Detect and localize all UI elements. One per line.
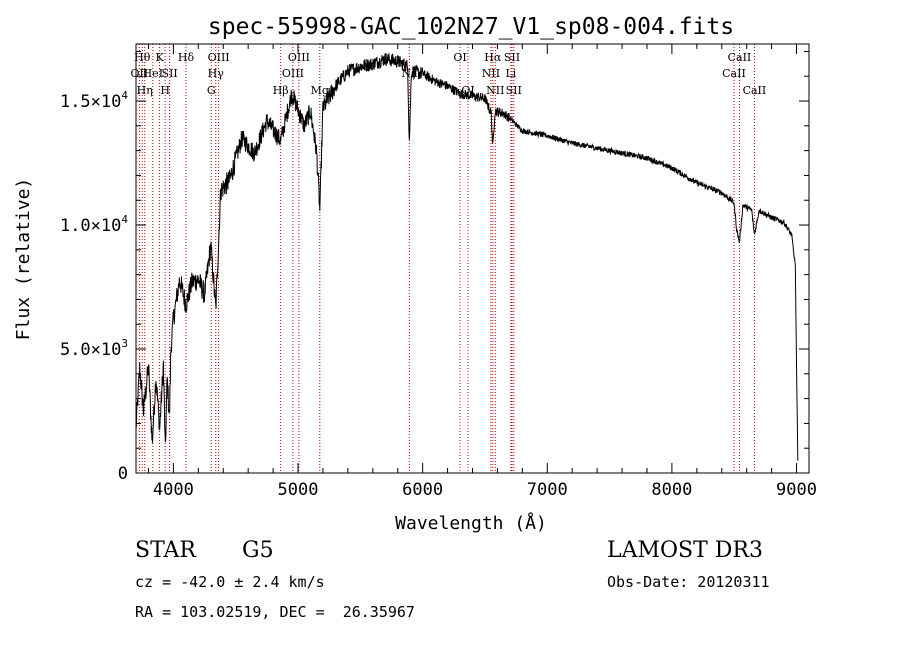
line-label-12: OIII [282, 67, 304, 80]
line-label-3: HeI [143, 67, 163, 80]
observation-date: Obs-Date: 20120311 [607, 573, 770, 591]
line-label-20: NII [486, 84, 504, 97]
line-label-14: Mg [311, 84, 329, 97]
y-axis-label: Flux (relative) [13, 178, 34, 341]
line-label-19: Hα [484, 51, 502, 64]
redshift-velocity: cz = -42.0 ± 2.4 km/s [135, 573, 325, 591]
line-label-9: Hγ [208, 67, 225, 80]
line-label-17: OI [461, 84, 474, 97]
x-tick-label-2: 6000 [402, 480, 443, 500]
x-tick-label-3: 7000 [527, 480, 568, 500]
line-label-18: NII [482, 67, 500, 80]
line-label-2: Hη [137, 84, 153, 97]
x-tick-label-5: 9000 [776, 480, 817, 500]
line-label-10: OIII [208, 51, 230, 64]
chart-title: spec-55998-GAC_102N27_V1_sp08-004.fits [208, 14, 734, 40]
line-label-25: CaII [728, 51, 752, 64]
x-tick-label-0: 4000 [153, 480, 194, 500]
object-subclass: G5 [242, 538, 274, 563]
y-tick-label-2: 1.0×104 [60, 213, 128, 236]
line-label-11: Hβ [273, 84, 289, 97]
line-label-26: CaII [743, 84, 767, 97]
line-label-23: SII [506, 84, 522, 97]
line-label-6: SII [162, 67, 178, 80]
line-label-5: H [160, 84, 170, 97]
y-tick-label-3: 1.5×104 [60, 89, 128, 112]
y-tick-label-0: 0 [118, 464, 128, 484]
line-label-1: Hθ [134, 51, 151, 64]
spectrum-line [135, 52, 799, 461]
line-label-8: G [207, 84, 216, 97]
sky-coordinates: RA = 103.02519, DEC = 26.35967 [135, 603, 415, 621]
object-class: STAR [135, 538, 196, 563]
line-label-21: Li [505, 67, 516, 80]
line-label-24: CaII [722, 67, 746, 80]
line-label-4: K [155, 51, 164, 64]
x-axis-label: Wavelength (Å) [395, 512, 547, 534]
line-label-15: Na [401, 67, 418, 80]
line-label-22: SII [504, 51, 520, 64]
plot-frame [135, 43, 810, 474]
survey-name: LAMOST DR3 [607, 538, 763, 563]
line-label-0: OII [131, 67, 149, 80]
line-label-7: Hδ [178, 51, 195, 64]
line-label-16: OI [453, 51, 466, 64]
line-label-13: OIII [288, 51, 310, 64]
y-tick-label-1: 5.0×103 [60, 337, 128, 360]
x-tick-label-1: 5000 [278, 480, 319, 500]
x-tick-label-4: 8000 [651, 480, 692, 500]
